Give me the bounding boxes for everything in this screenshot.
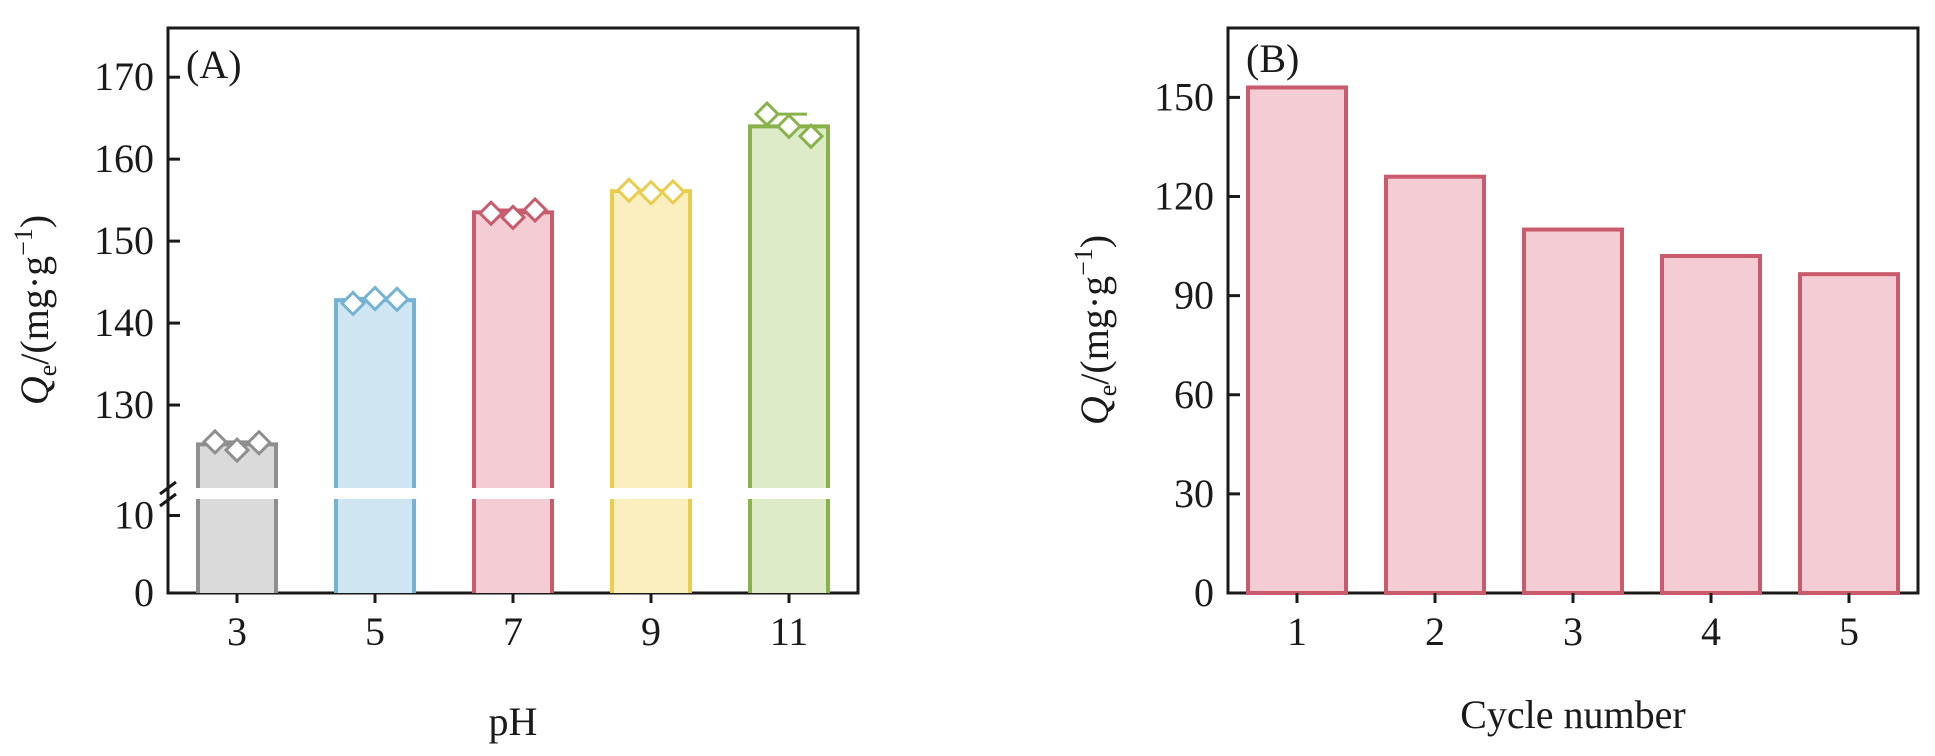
- y-tick-label-b-90: 90: [1174, 273, 1214, 318]
- bar-cycle-5: [1798, 272, 1900, 595]
- data-point-ph-9-1: [615, 177, 643, 204]
- bar-cycle-2: [1384, 174, 1486, 595]
- data-point-ph-9-2: [637, 179, 665, 206]
- data-point-ph-3-1: [201, 428, 229, 456]
- x-tick-label-a-9: 9: [641, 609, 661, 654]
- y-label-close-a: ): [12, 215, 57, 228]
- x-ticks-a: 3 5 7 9 11: [227, 593, 808, 654]
- y-tick-label-b-30: 30: [1174, 471, 1214, 516]
- y-label-exp-a: −1: [9, 228, 38, 256]
- y-label-var-a: Q: [12, 376, 57, 405]
- data-point-ph-7-1: [477, 200, 505, 227]
- data-point-ph-9-3: [659, 178, 687, 206]
- chart-panel-a: (A) 130 140 150 160 170 0 10 3 5 7 9 11 pH Qe/(mg·…: [9, 26, 860, 744]
- y-tick-label-a-160: 160: [94, 136, 154, 181]
- y-axis-label-b: Qe/(mg·g−1): [1069, 235, 1122, 425]
- x-tick-label-b-5: 5: [1839, 609, 1859, 654]
- y-tick-label-b-60: 60: [1174, 372, 1214, 417]
- x-tick-label-b-3: 3: [1563, 609, 1583, 654]
- x-axis-label-b: Cycle number: [1460, 692, 1686, 737]
- y-tick-label-a-150: 150: [94, 218, 154, 263]
- y-label-sub-a: e: [33, 365, 62, 377]
- y-tick-label-b-150: 150: [1154, 74, 1214, 119]
- y-tick-label-b-0: 0: [1194, 570, 1214, 615]
- data-point-ph-7-2: [499, 204, 527, 231]
- data-point-ph-5-1: [339, 290, 367, 317]
- y-label-var-b: Q: [1072, 396, 1117, 425]
- x-ticks-b: 1 2 3 4 5: [1287, 593, 1859, 654]
- chart-panel-b: (B) 0 30 60 90 120 150 1 2 3 4 5 Cycle number Qe/…: [1069, 26, 1920, 737]
- data-point-ph-5-3: [383, 286, 411, 313]
- x-tick-label-a-11: 11: [770, 609, 809, 654]
- bars-b: [1246, 85, 1900, 595]
- y-tick-label-a-10: 10: [114, 493, 154, 538]
- panel-label-a: (A): [186, 42, 242, 87]
- y-label-exp-b: −1: [1069, 248, 1098, 276]
- x-tick-label-b-4: 4: [1701, 609, 1721, 654]
- y-label-unit-a: /(mg·g: [12, 256, 57, 365]
- x-tick-label-a-3: 3: [227, 609, 247, 654]
- x-axis-label-a: pH: [489, 699, 538, 744]
- y-tick-label-a-0: 0: [134, 570, 154, 615]
- y-ticks-a: 130 140 150 160 170 0 10: [94, 54, 180, 615]
- bar-ph-7: [472, 210, 554, 593]
- y-tick-label-a-130: 130: [94, 382, 154, 427]
- bar-cycle-4: [1660, 253, 1762, 595]
- y-axis-label-a: Qe/(mg·g−1): [9, 215, 62, 405]
- data-point-ph-3-3: [245, 429, 273, 456]
- bars-a: [196, 100, 830, 593]
- bar-ph-5: [334, 298, 416, 593]
- y-label-sub-b: e: [1093, 385, 1122, 397]
- break-slash-upper: [159, 480, 177, 496]
- data-point-ph-11-3: [797, 123, 825, 150]
- data-point-ph-11-1: [753, 100, 781, 128]
- bar-cycle-1: [1246, 85, 1348, 595]
- y-label-close-b: ): [1072, 235, 1117, 248]
- y-ticks-b: 0 30 60 90 120 150: [1154, 74, 1240, 615]
- bar-ph-11: [748, 124, 830, 593]
- data-point-ph-3-2: [223, 436, 251, 464]
- x-tick-label-b-2: 2: [1425, 609, 1445, 654]
- y-label-unit-b: /(mg·g: [1072, 276, 1117, 385]
- data-point-ph-11-2: [775, 113, 803, 140]
- y-tick-label-a-170: 170: [94, 54, 154, 99]
- x-tick-label-a-7: 7: [503, 609, 523, 654]
- break-slash-lower: [159, 492, 177, 508]
- y-tick-label-a-140: 140: [94, 300, 154, 345]
- y-tick-label-b-120: 120: [1154, 174, 1214, 219]
- x-tick-label-a-5: 5: [365, 609, 385, 654]
- axis-break-a: [159, 480, 857, 508]
- bar-cycle-3: [1522, 227, 1624, 595]
- bar-ph-9: [610, 189, 692, 593]
- x-tick-label-b-1: 1: [1287, 609, 1307, 654]
- bar-ph-3: [196, 442, 278, 593]
- panel-label-b: (B): [1246, 36, 1299, 81]
- data-point-ph-7-3: [521, 196, 549, 224]
- break-band: [169, 488, 857, 499]
- data-point-ph-5-2: [361, 285, 389, 312]
